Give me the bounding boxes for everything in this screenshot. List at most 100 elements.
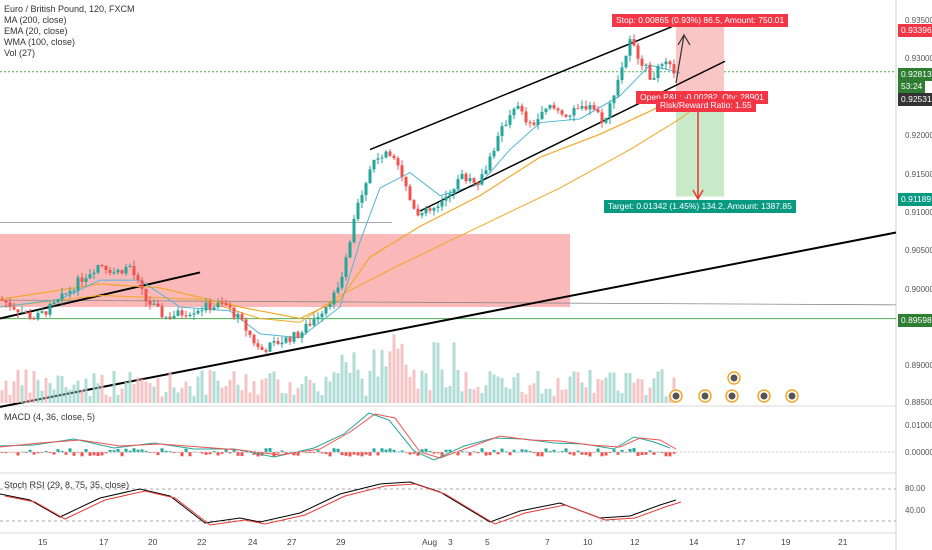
y-tick: 0.90500 bbox=[905, 246, 932, 255]
candle-body bbox=[36, 312, 40, 320]
macd-histogram-bar bbox=[180, 452, 184, 457]
candle-body bbox=[152, 303, 156, 305]
volume-bar bbox=[4, 380, 8, 403]
candle-body bbox=[416, 208, 420, 216]
volume-bar bbox=[660, 369, 664, 403]
volume-bar bbox=[496, 376, 500, 403]
macd-histogram-bar bbox=[92, 452, 96, 456]
volume-bar bbox=[8, 394, 12, 403]
volume-bar bbox=[200, 370, 204, 403]
volume-bar bbox=[432, 342, 436, 403]
candle-body bbox=[44, 311, 48, 315]
volume-bar bbox=[148, 382, 152, 403]
candle-body bbox=[624, 55, 628, 68]
volume-bar bbox=[156, 378, 160, 403]
macd-histogram-bar bbox=[524, 449, 528, 453]
volume-bar bbox=[400, 343, 404, 403]
candle-body bbox=[376, 158, 380, 160]
candle-body bbox=[136, 275, 140, 281]
candle-body bbox=[472, 178, 476, 183]
candle-body bbox=[428, 208, 432, 211]
volume-bar bbox=[340, 354, 344, 403]
volume-bar bbox=[112, 370, 116, 403]
candle-body bbox=[288, 337, 292, 342]
candle-body bbox=[164, 316, 168, 318]
macd-histogram-bar bbox=[220, 452, 224, 454]
candle-body bbox=[496, 136, 500, 151]
volume-bar bbox=[548, 388, 552, 403]
volume-bar bbox=[192, 396, 196, 403]
candle-body bbox=[384, 151, 388, 158]
ema20-line bbox=[0, 64, 681, 339]
macd-histogram-bar bbox=[232, 449, 236, 453]
indicator-ma: MA (200, close) bbox=[4, 15, 67, 25]
macd-histogram-bar bbox=[308, 452, 312, 454]
candle-body bbox=[320, 313, 324, 318]
macd-histogram-bar bbox=[88, 452, 92, 456]
candle-body bbox=[192, 313, 196, 315]
x-tick: 21 bbox=[838, 537, 848, 547]
candle-body bbox=[484, 170, 488, 175]
macd-label: MACD (4, 36, close, 5) bbox=[4, 412, 96, 422]
volume-bar bbox=[168, 371, 172, 403]
volume-bar bbox=[592, 392, 596, 403]
volume-bar bbox=[236, 384, 240, 403]
volume-bar bbox=[12, 381, 16, 403]
volume-bar bbox=[124, 381, 128, 403]
risk-reward-label: Risk/Reward Ratio: 1.55 bbox=[656, 99, 756, 112]
volume-bar bbox=[664, 396, 668, 403]
candle-body bbox=[336, 287, 340, 293]
target-price-tag: 0.91189 bbox=[898, 193, 932, 206]
macd-histogram-bar bbox=[104, 452, 108, 454]
candle-body bbox=[644, 64, 648, 66]
volume-bar bbox=[56, 375, 60, 403]
chart-title: Euro / British Pound, 120, FXCM bbox=[4, 4, 135, 14]
candle-body bbox=[664, 61, 668, 65]
volume-bar bbox=[508, 388, 512, 403]
macd-histogram-bar bbox=[364, 452, 368, 455]
x-tick: 19 bbox=[781, 537, 791, 547]
macd-histogram-bar bbox=[444, 449, 448, 453]
stop-price-tag: 0.93396 bbox=[898, 24, 932, 37]
volume-bar bbox=[216, 380, 220, 403]
macd-histogram-bar bbox=[636, 452, 640, 456]
macd-histogram-bar bbox=[108, 449, 112, 453]
supply-zone bbox=[0, 234, 570, 307]
volume-bar bbox=[600, 380, 604, 403]
candle-body bbox=[424, 208, 428, 214]
volume-bar bbox=[436, 342, 440, 403]
y-tick: 0.89000 bbox=[905, 361, 932, 370]
macd-histogram-bar bbox=[100, 452, 104, 456]
volume-bar bbox=[188, 386, 192, 403]
candle-body bbox=[4, 300, 8, 303]
candle-body bbox=[352, 218, 356, 243]
volume-bar bbox=[504, 387, 508, 403]
macd-histogram-bar bbox=[612, 449, 616, 453]
candle-body bbox=[316, 317, 320, 320]
candle-body bbox=[592, 105, 596, 110]
macd-histogram-bar bbox=[536, 452, 540, 457]
candle-body bbox=[504, 124, 508, 127]
x-tick: 29 bbox=[336, 537, 346, 547]
volume-bar bbox=[68, 389, 72, 403]
volume-bar bbox=[264, 378, 268, 403]
macd-histogram-bar bbox=[208, 452, 212, 455]
candle-body bbox=[604, 118, 608, 123]
event-marker-dot bbox=[730, 374, 738, 382]
volume-bar bbox=[220, 387, 224, 403]
volume-bar bbox=[500, 378, 504, 403]
volume-bar bbox=[568, 376, 572, 403]
stop-label: Stop: 0.00865 (0.93%) 86.5, Amount: 750.… bbox=[612, 14, 789, 27]
volume-bar bbox=[244, 374, 248, 403]
macd-histogram-bar bbox=[668, 452, 672, 457]
macd-histogram-bar bbox=[604, 452, 608, 456]
candle-body bbox=[80, 277, 84, 282]
macd-tick: 0.00000 bbox=[905, 448, 932, 457]
volume-bar bbox=[628, 373, 632, 403]
candle-body bbox=[440, 200, 444, 207]
candle-body bbox=[268, 342, 272, 352]
volume-bar bbox=[416, 388, 420, 403]
volume-bar bbox=[20, 385, 24, 403]
